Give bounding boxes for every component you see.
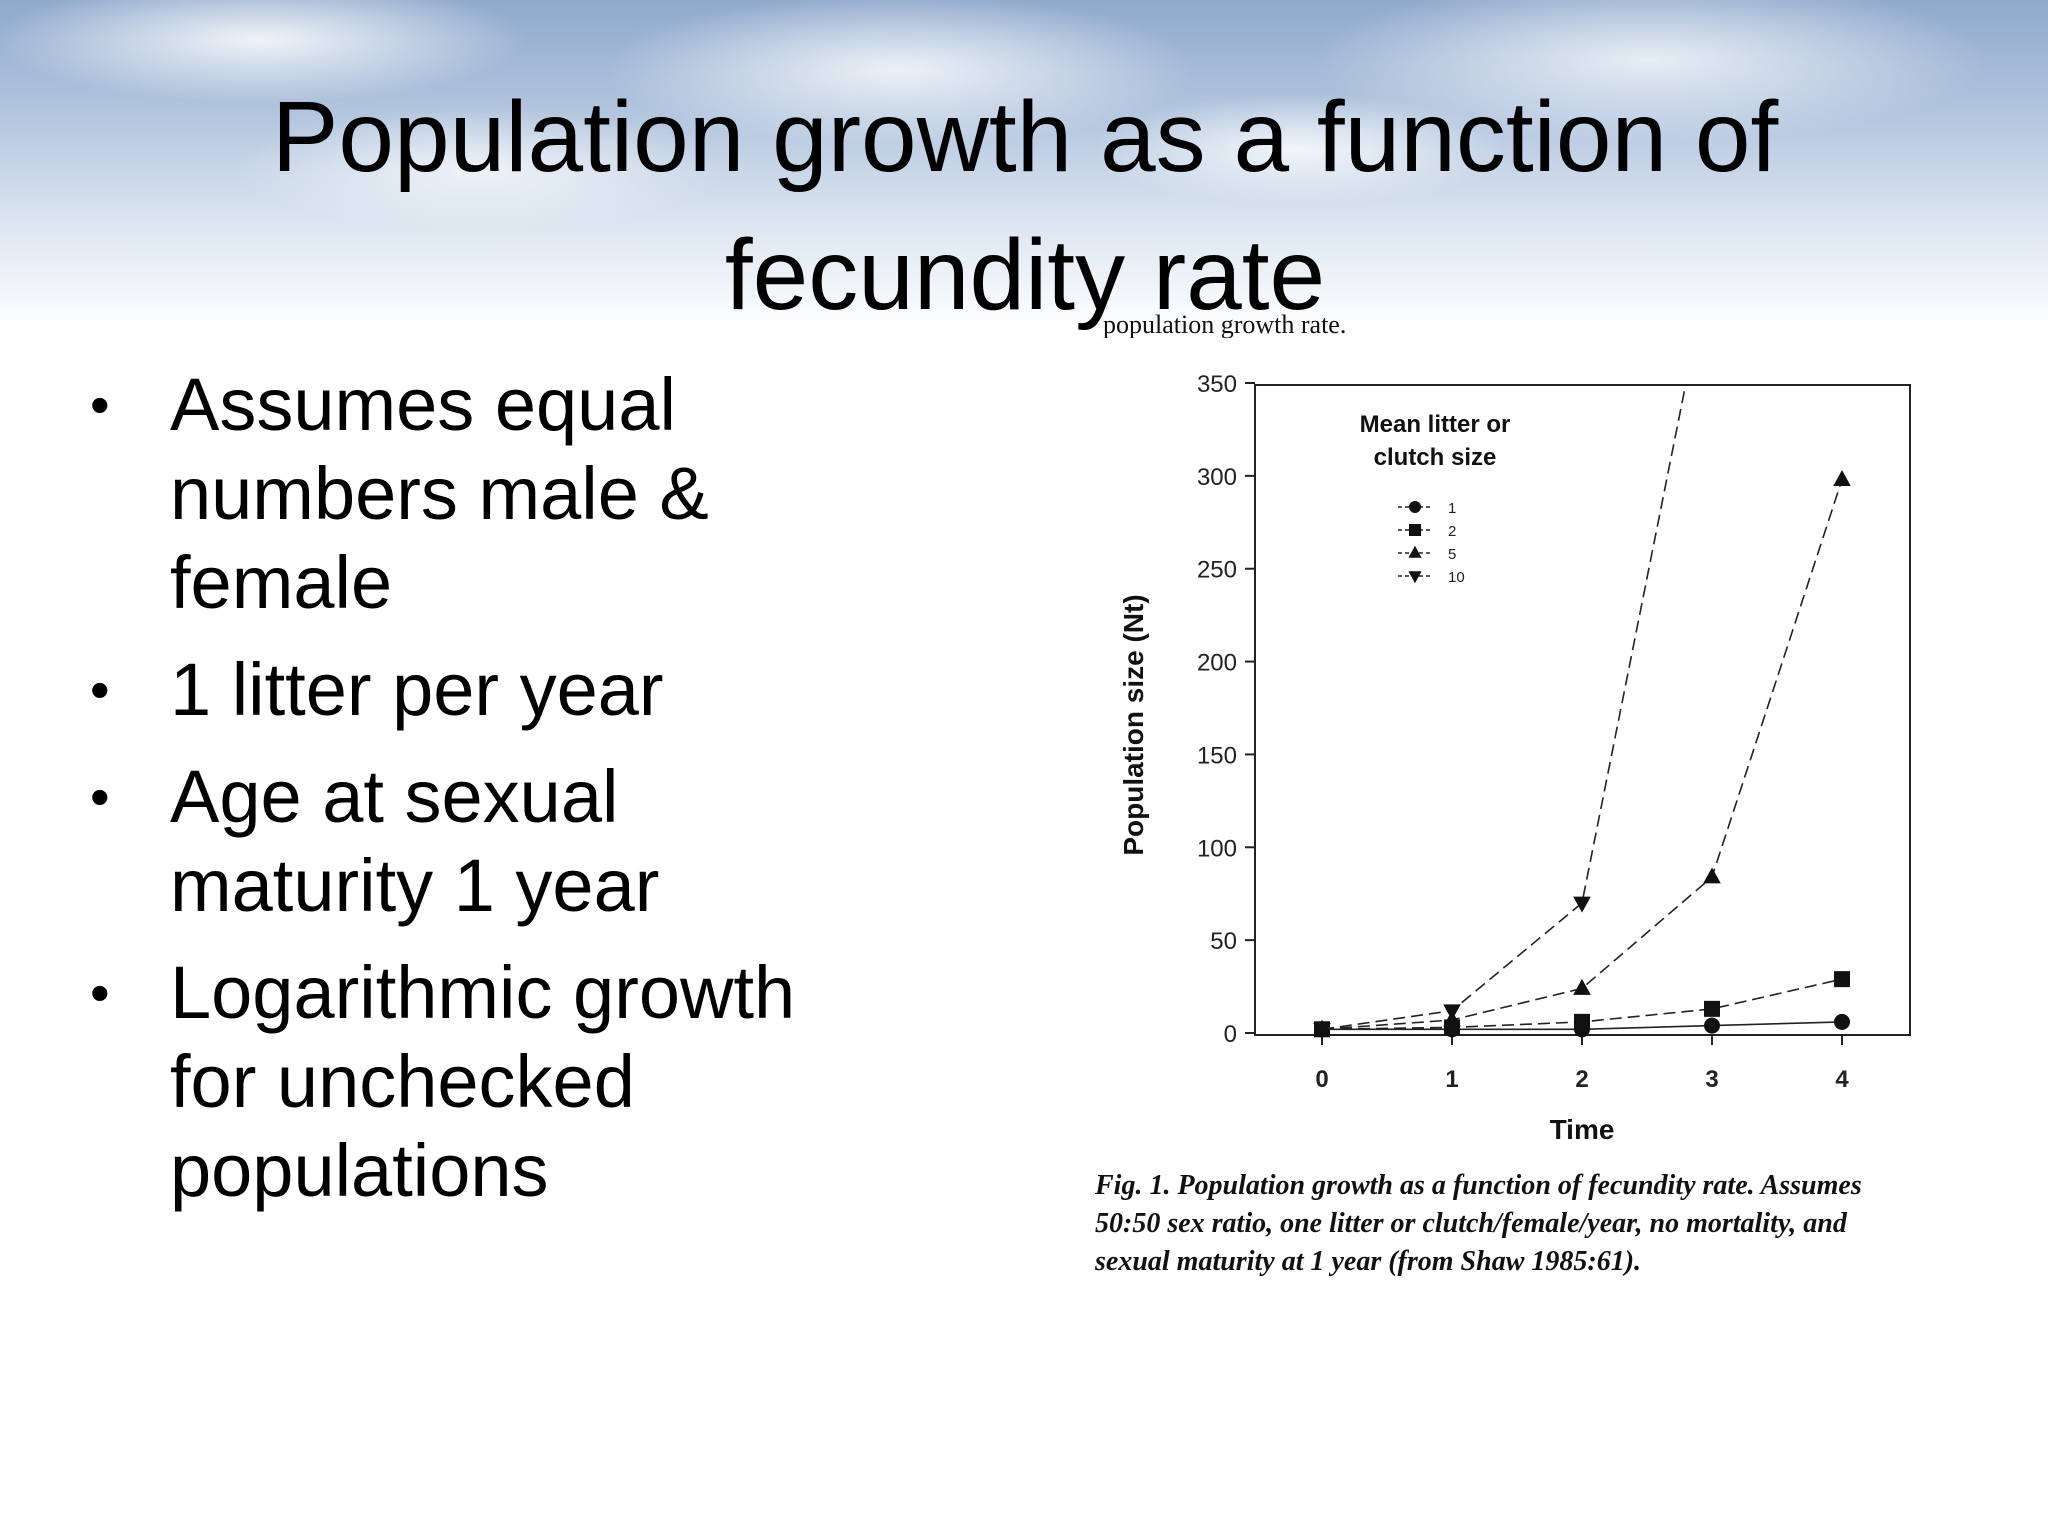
bullet-item: • Logarithmic growth for unchecked popul… xyxy=(90,948,890,1215)
y-tick-label: 200 xyxy=(1197,650,1237,677)
data-point-series-10 xyxy=(1573,896,1591,913)
bullet-text: Assumes equal numbers male & female xyxy=(170,363,709,624)
y-tick-label: 250 xyxy=(1197,557,1237,584)
bullet-icon: • xyxy=(90,961,110,1024)
bullet-icon: • xyxy=(90,658,110,721)
population-chart: 0 50 100 150 200 250 300 350 0 1 2 3 4 Time Population… xyxy=(1118,371,1911,1145)
bullet-text: Logarithmic growth for unchecked populat… xyxy=(170,951,796,1212)
bullet-item: • Assumes equal numbers male & female xyxy=(90,360,890,627)
legend-label: 10 xyxy=(1448,569,1465,586)
x-tick-label: 0 xyxy=(1315,1066,1328,1093)
legend-marker xyxy=(1409,501,1421,513)
y-tick-label: 50 xyxy=(1210,928,1237,955)
data-point-series-2 xyxy=(1704,1000,1720,1017)
bullet-text: Age at sexual maturity 1 year xyxy=(170,755,660,927)
legend-title: clutch size xyxy=(1374,444,1497,471)
data-point-series-10 xyxy=(1443,1004,1461,1021)
x-tick-label: 3 xyxy=(1705,1066,1718,1093)
bullet-list: • Assumes equal numbers male & female • … xyxy=(90,360,890,1233)
data-point-series-5 xyxy=(1703,867,1721,884)
x-axis-label: Time xyxy=(1550,1114,1615,1145)
x-tick-label: 1 xyxy=(1445,1066,1458,1093)
y-axis-label: Population size (Nt) xyxy=(1118,594,1149,855)
bullet-text: 1 litter per year xyxy=(170,648,664,731)
data-point-series-2 xyxy=(1574,1013,1590,1030)
plot-frame xyxy=(1254,384,1911,1036)
sky-background xyxy=(0,0,2048,330)
legend-marker xyxy=(1408,545,1422,558)
y-tick-label: 350 xyxy=(1197,371,1237,398)
legend-marker xyxy=(1408,571,1422,584)
y-tick-label: 100 xyxy=(1197,835,1237,862)
series-line-5 xyxy=(1321,479,1843,1031)
legend-label: 2 xyxy=(1448,523,1456,540)
data-point-series-1 xyxy=(1834,1013,1850,1030)
x-tick-label: 2 xyxy=(1575,1066,1588,1093)
y-tick-label: 300 xyxy=(1197,464,1237,491)
figure-header-fragment: population growth rate. xyxy=(1103,310,1347,338)
y-tick-label: 150 xyxy=(1197,742,1237,769)
y-tick-label: 0 xyxy=(1224,1021,1237,1048)
legend-marker xyxy=(1409,524,1421,536)
bullet-item: • Age at sexual maturity 1 year xyxy=(90,752,890,930)
legend-title: Mean litter or xyxy=(1360,411,1511,438)
data-point-series-2 xyxy=(1834,971,1850,988)
data-point-series-1 xyxy=(1704,1017,1720,1034)
data-point-series-10 xyxy=(1313,1022,1331,1039)
bullet-icon: • xyxy=(90,765,110,828)
data-point-series-5 xyxy=(1833,469,1851,486)
x-tick-label: 4 xyxy=(1835,1066,1849,1093)
legend-label: 1 xyxy=(1448,500,1456,517)
bullet-item: • 1 litter per year xyxy=(90,645,890,734)
figure-caption: Fig. 1. Population growth as a function … xyxy=(1095,1170,1862,1277)
legend-label: 5 xyxy=(1448,546,1456,563)
slide-title: Population growth as a function of fecun… xyxy=(271,81,1779,331)
series-line-10 xyxy=(1321,385,1687,1031)
data-point-series-5 xyxy=(1573,978,1591,995)
bullet-icon: • xyxy=(90,373,110,436)
